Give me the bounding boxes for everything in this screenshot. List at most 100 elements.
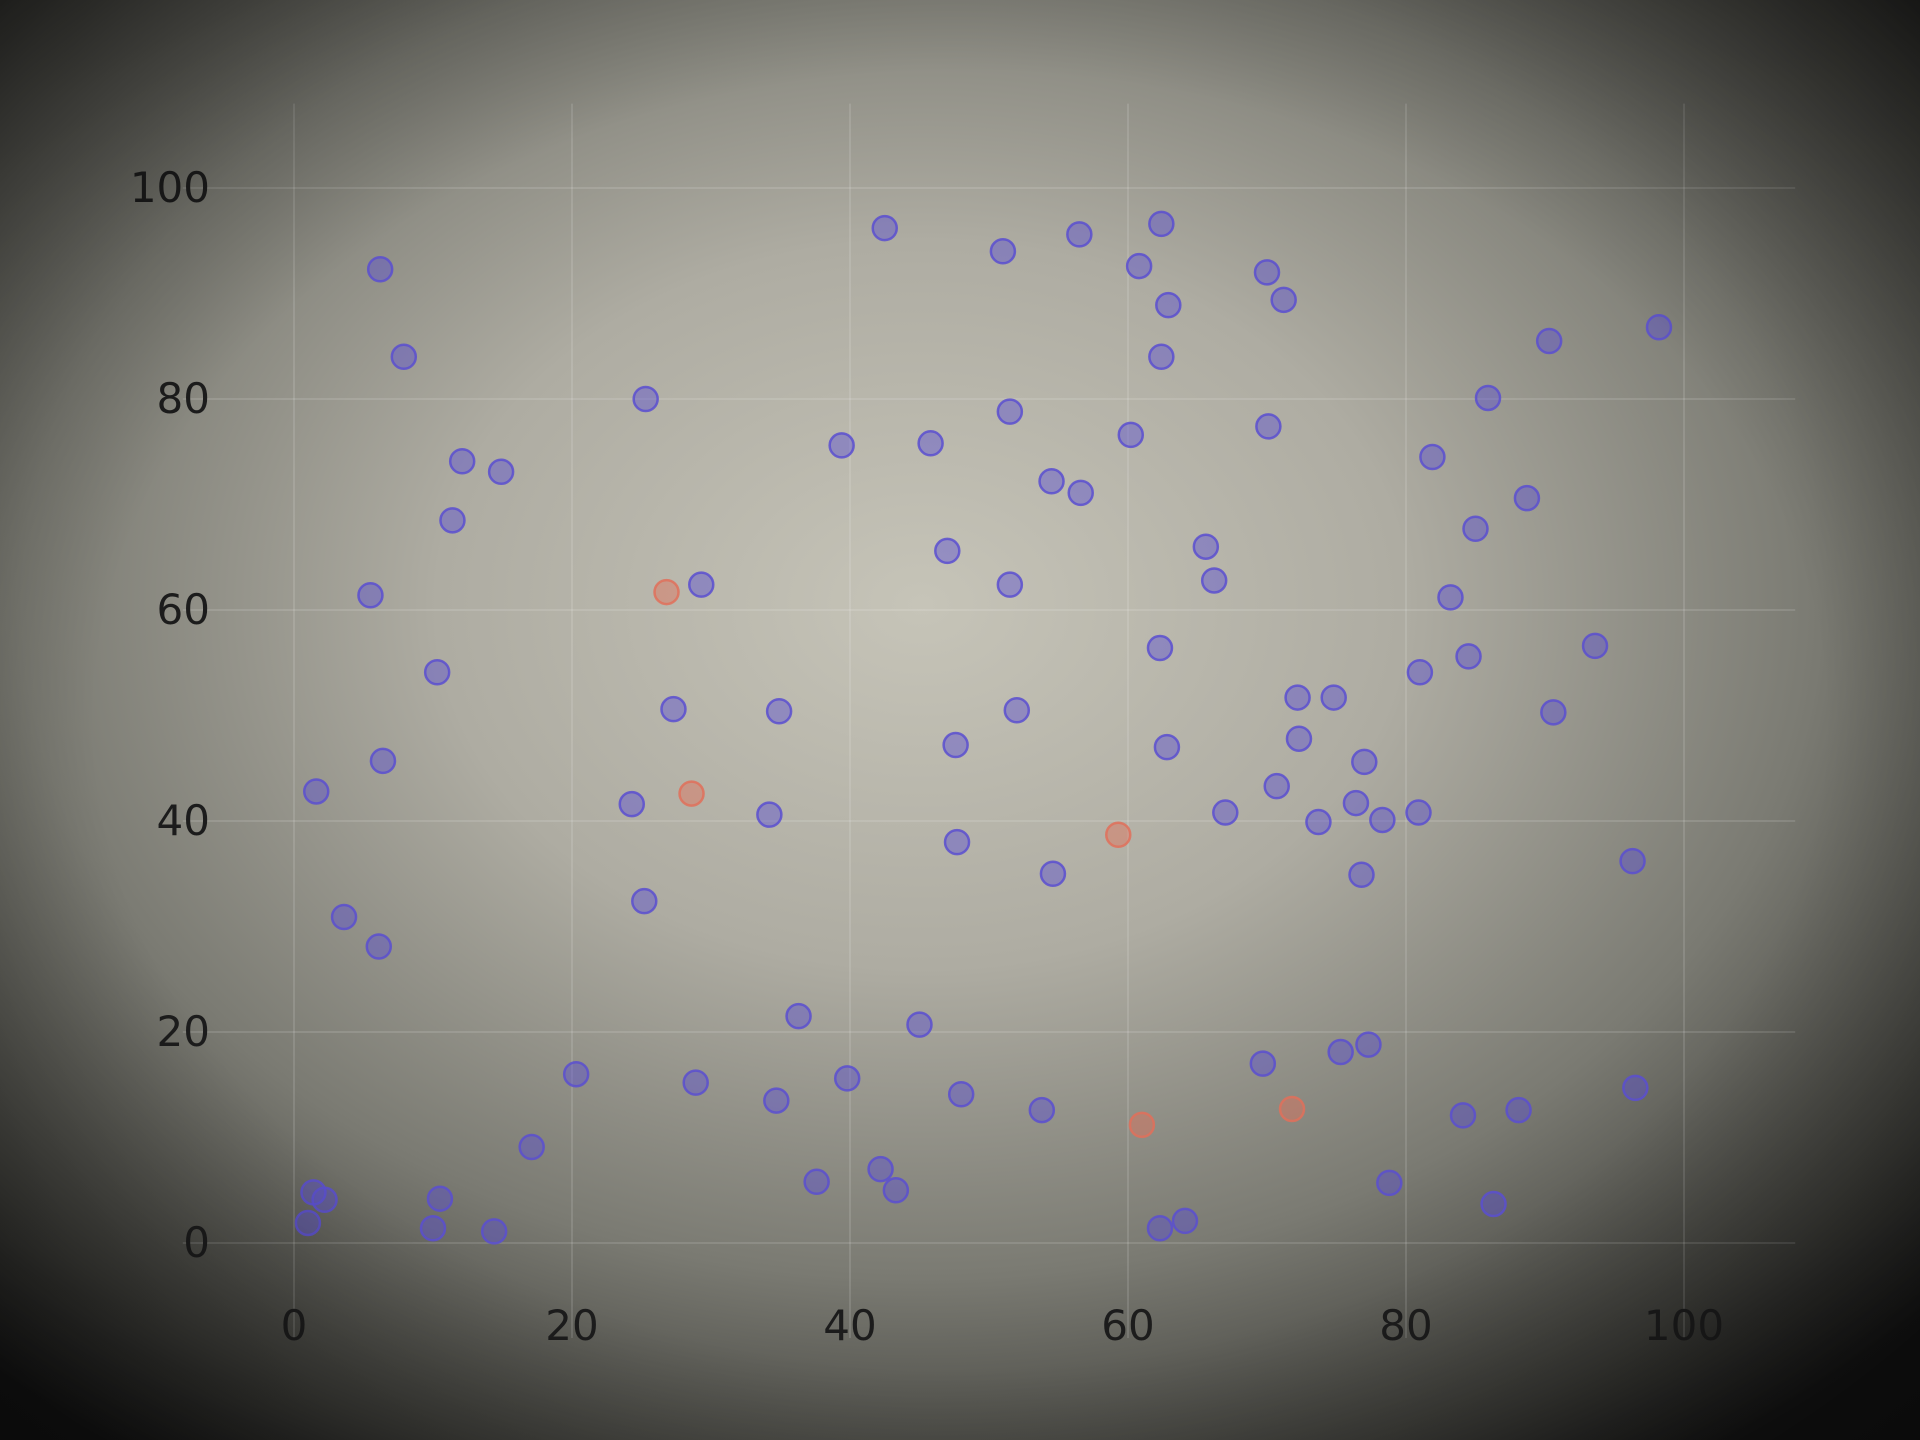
- scatter-point: [882, 1177, 910, 1204]
- scatter-point: [765, 698, 793, 725]
- scatter-point: [947, 1080, 975, 1108]
- scatter-point: [871, 214, 898, 242]
- scatter-point: [311, 1186, 338, 1213]
- scatter-point: [1212, 799, 1239, 826]
- scatter-point: [1255, 413, 1282, 440]
- y-tick-label: 0: [183, 1218, 210, 1267]
- scatter-point: [439, 507, 466, 534]
- scatter-point: [1263, 772, 1290, 800]
- scatter-point: [1146, 634, 1174, 662]
- scatter-point: [828, 432, 855, 459]
- scatter-point: [1105, 821, 1132, 848]
- scatter-point: [996, 398, 1024, 425]
- scatter-point: [419, 1214, 447, 1242]
- scatter-point: [1455, 643, 1482, 670]
- scatter-point: [1305, 808, 1332, 836]
- scatter-point: [366, 255, 394, 283]
- scatter-point: [448, 447, 476, 475]
- scatter-point: [1406, 658, 1434, 686]
- scatter-point: [934, 537, 961, 565]
- scatter-point: [1128, 1111, 1156, 1139]
- scatter-point: [942, 731, 969, 759]
- scatter-point: [1327, 1038, 1354, 1066]
- scatter-point: [688, 571, 715, 598]
- scatter-point: [763, 1087, 790, 1114]
- scatter-point: [1419, 443, 1446, 471]
- scatter-point: [1355, 1031, 1382, 1058]
- scatter-point: [1192, 533, 1220, 560]
- scatter-point: [632, 385, 659, 413]
- scatter-point: [867, 1155, 894, 1183]
- scatter-point: [1148, 210, 1175, 238]
- scatter-point: [1038, 468, 1065, 495]
- scatter-point: [1146, 1214, 1174, 1242]
- scatter-point: [682, 1069, 709, 1096]
- scatter-point: [660, 695, 687, 723]
- scatter-point: [1369, 806, 1396, 834]
- scatter-point: [1622, 1074, 1649, 1102]
- scatter-point: [803, 1168, 830, 1196]
- scatter-point: [1376, 1169, 1403, 1197]
- scatter-point: [943, 828, 971, 856]
- scatter-point: [423, 658, 451, 686]
- scatter-point: [1348, 861, 1375, 889]
- scatter-point: [426, 1185, 454, 1212]
- scatter-point: [1066, 221, 1093, 248]
- scatter-point: [1342, 789, 1370, 817]
- scatter-point: [989, 238, 1017, 265]
- scatter-point: [1284, 684, 1311, 711]
- scatter-point: [1270, 286, 1297, 314]
- scatter-point: [618, 790, 646, 818]
- scatter-point: [1505, 1096, 1532, 1124]
- scatter-point: [756, 801, 783, 828]
- scatter-point: [1405, 799, 1432, 826]
- scatter-point: [562, 1060, 590, 1088]
- scatter-point: [1278, 1095, 1306, 1123]
- scatter-point: [518, 1133, 545, 1161]
- scatter-point: [1148, 343, 1175, 371]
- scatter-point: [1645, 314, 1673, 341]
- scatter-point: [1449, 1102, 1477, 1129]
- scatter-point: [1474, 384, 1502, 412]
- scatter-point: [487, 458, 515, 486]
- y-tick-label: 100: [130, 163, 210, 212]
- scatter-point: [1535, 327, 1563, 355]
- scatter-point: [1153, 733, 1181, 761]
- scatter-point: [302, 778, 330, 805]
- scatter-point: [906, 1011, 933, 1038]
- x-tick-label: 80: [1379, 1301, 1432, 1350]
- scatter-point: [1513, 484, 1541, 512]
- scatter-point: [917, 430, 944, 457]
- x-tick-label: 60: [1101, 1301, 1154, 1350]
- scatter-point: [390, 343, 418, 371]
- scatter-point: [365, 933, 393, 960]
- x-tick-label: 0: [281, 1301, 308, 1350]
- scatter-point: [833, 1065, 861, 1092]
- scatter-point: [1581, 632, 1609, 660]
- x-tick-label: 20: [545, 1301, 598, 1350]
- scatter-point: [330, 903, 358, 931]
- scatter-point: [1200, 567, 1228, 594]
- y-tick-label: 80: [157, 374, 210, 423]
- y-tick-label: 40: [157, 796, 210, 845]
- scatter-point: [1285, 725, 1313, 752]
- scatter-point: [1028, 1096, 1056, 1124]
- x-tick-label: 100: [1644, 1301, 1724, 1350]
- scatter-point: [1462, 515, 1489, 543]
- y-tick-label: 20: [157, 1007, 210, 1056]
- scatter-point: [1480, 1190, 1507, 1218]
- scatter-point: [1125, 252, 1153, 280]
- scatter-point: [1253, 259, 1281, 286]
- scatter-point: [294, 1209, 322, 1237]
- scatter-point: [653, 578, 680, 606]
- scatter-point: [1117, 421, 1145, 449]
- scatter-point: [1437, 584, 1464, 611]
- scatter-point: [678, 780, 705, 807]
- scatter-point: [1155, 291, 1182, 319]
- scatter-point: [1249, 1050, 1277, 1077]
- scatter-point: [369, 747, 397, 775]
- scatter-point: [1540, 699, 1567, 726]
- x-tick-label: 40: [823, 1301, 876, 1350]
